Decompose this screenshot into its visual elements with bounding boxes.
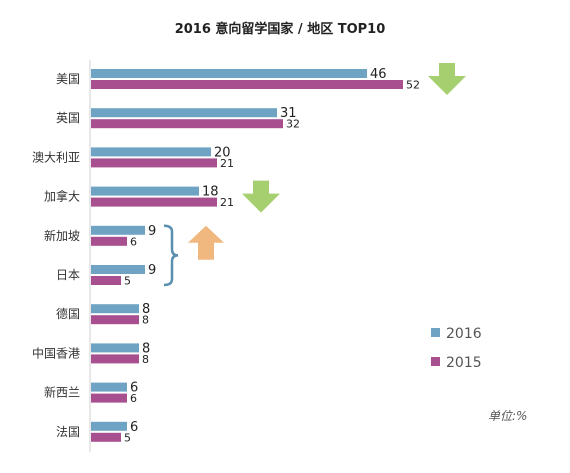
chart-title: 2016 意向留学国家 / 地区 TOP10 xyxy=(175,21,386,37)
data-label-2015: 6 xyxy=(130,392,137,405)
category-label: 英国 xyxy=(56,111,80,125)
bar-2016 xyxy=(91,265,145,274)
data-label-2016: 31 xyxy=(280,106,297,121)
data-label-2015: 21 xyxy=(220,196,234,209)
data-label-2015: 8 xyxy=(142,353,149,366)
annotations xyxy=(163,63,466,287)
data-label-2015: 21 xyxy=(220,157,234,170)
down-arrow-icon xyxy=(428,63,466,95)
category-label: 加拿大 xyxy=(44,189,80,204)
legend-label-2015: 2015 xyxy=(446,355,482,371)
data-label-2015: 5 xyxy=(124,431,131,444)
up-arrow-icon xyxy=(188,225,224,260)
data-label-2016: 9 xyxy=(148,263,156,278)
bar-2015 xyxy=(91,354,139,364)
data-label-2016: 20 xyxy=(214,145,231,160)
bar-2015 xyxy=(91,236,127,246)
data-label-2015: 32 xyxy=(286,118,300,131)
bar-2015 xyxy=(91,315,139,325)
category-label: 澳大利亚 xyxy=(32,150,80,164)
bar-2016 xyxy=(91,69,367,78)
data-label-2016: 18 xyxy=(202,185,219,200)
bar-2015 xyxy=(91,276,121,285)
data-label-2016: 46 xyxy=(370,67,387,82)
unit-note: 单位:% xyxy=(488,409,527,423)
category-label: 法国 xyxy=(56,425,80,439)
data-label-2016: 6 xyxy=(130,381,138,396)
data-label-2015: 5 xyxy=(124,275,131,288)
legend-label-2016: 2016 xyxy=(446,326,482,342)
data-label-2016: 8 xyxy=(142,341,150,356)
data-label-2016: 6 xyxy=(130,420,138,435)
bar-2015 xyxy=(91,80,403,89)
data-label-2015: 6 xyxy=(130,235,137,248)
bar-2016 xyxy=(91,382,127,392)
bar-2016 xyxy=(91,147,211,157)
category-label: 日本 xyxy=(56,268,80,282)
data-label-2016: 9 xyxy=(148,224,156,239)
bar-2016 xyxy=(91,108,277,118)
category-label: 中国香港 xyxy=(32,345,80,360)
category-label: 新西兰 xyxy=(44,385,80,400)
bar-2015 xyxy=(91,393,127,403)
bar-2015 xyxy=(91,158,217,168)
bar-2016 xyxy=(91,343,139,353)
data-label-2016: 8 xyxy=(142,302,150,317)
bar-2016 xyxy=(91,225,145,235)
data-label-2015: 52 xyxy=(406,79,420,92)
bar-2015 xyxy=(91,432,121,442)
down-arrow-icon xyxy=(242,180,280,213)
category-label: 德国 xyxy=(56,306,80,321)
category-label: 美国 xyxy=(56,72,80,86)
bar-2015 xyxy=(91,119,283,129)
legend-swatch-2015 xyxy=(431,357,440,366)
legend: 2016 2015 xyxy=(431,326,482,371)
bracket xyxy=(163,224,179,287)
data-label-2015: 8 xyxy=(142,314,149,327)
bar-2016 xyxy=(91,304,139,314)
legend-swatch-2016 xyxy=(431,328,440,337)
bar-2016 xyxy=(91,421,127,431)
category-label: 新加坡 xyxy=(44,228,80,243)
bar-2015 xyxy=(91,197,217,207)
bar-2016 xyxy=(91,186,199,196)
